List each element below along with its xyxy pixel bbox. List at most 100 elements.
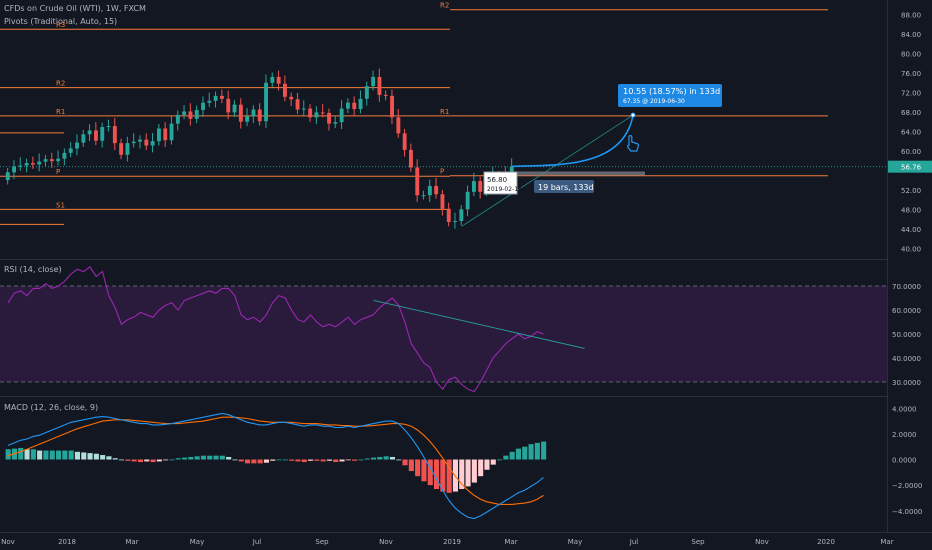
macd-axis-tick: −2.0000 (892, 482, 922, 490)
macd-histogram-bar (383, 456, 389, 460)
macd-histogram-bar (339, 459, 345, 462)
candle (276, 76, 281, 84)
macd-histogram-bar (30, 449, 36, 460)
macd-histogram-bar (169, 459, 175, 461)
price-axis-tick: 64.00 (901, 128, 921, 136)
pivot-label: R1 (440, 108, 449, 116)
macd-histogram-bar (396, 459, 402, 461)
trend-line (461, 114, 634, 227)
candle (251, 109, 256, 117)
macd-histogram-bar (137, 459, 143, 463)
macd-histogram-bar (301, 459, 307, 463)
macd-histogram-bar (371, 457, 377, 460)
projection-target-point (630, 112, 636, 118)
pivot-label: R1 (56, 108, 65, 116)
price-axis-tick: 52.00 (901, 187, 921, 195)
time-axis-label: 2019 (443, 538, 461, 546)
candle (18, 165, 23, 167)
macd-histogram-bar (24, 449, 30, 460)
macd-histogram-bar (232, 459, 238, 461)
rsi-trend-line (373, 299, 585, 349)
candle (459, 209, 464, 222)
rsi-axis-tick: 30.0000 (892, 379, 921, 387)
macd-histogram-bar (326, 459, 332, 461)
macd-histogram-bar (352, 459, 358, 461)
macd-histogram-bar (289, 459, 295, 461)
candle (100, 127, 105, 141)
candle (295, 99, 300, 110)
macd-axis-tick: −4.0000 (892, 508, 922, 516)
candle (87, 130, 92, 135)
macd-histogram-bar (314, 459, 320, 461)
macd-histogram-bar (402, 459, 408, 466)
candle (81, 134, 86, 143)
candle (150, 141, 155, 146)
candle (289, 96, 294, 100)
candle (308, 108, 313, 118)
macd-histogram-bar (226, 456, 232, 460)
candle (245, 116, 250, 122)
rsi-axis-tick: 70.0000 (892, 283, 921, 291)
macd-axis-tick: 2.0000 (892, 431, 917, 439)
macd-histogram-bar (119, 459, 125, 461)
macd-histogram-bar (87, 453, 93, 460)
candle (390, 95, 394, 118)
macd-histogram-bar (320, 459, 326, 462)
macd-histogram-bar (62, 450, 68, 460)
macd-histogram-bar (163, 459, 169, 461)
candle (62, 152, 67, 159)
time-axis-label: Sep (691, 538, 705, 546)
macd-axis-tick: 0.0000 (892, 457, 917, 465)
candle (509, 166, 514, 173)
candle (207, 100, 212, 103)
macd-histogram-bar (465, 459, 471, 487)
macd-histogram-bar (213, 455, 219, 460)
candle (402, 133, 407, 150)
macd-histogram-bar (484, 459, 490, 470)
candle (5, 172, 10, 181)
rsi-axis-tick: 50.0000 (892, 331, 921, 339)
candle (112, 126, 117, 144)
pivot-label: R2 (56, 80, 65, 88)
macd-histogram-bar (434, 459, 440, 489)
macd-histogram-bar (478, 459, 484, 477)
macd-histogram-bar (522, 446, 528, 460)
macd-histogram-bar (74, 451, 80, 460)
candle (264, 82, 268, 122)
bars-count-box (534, 180, 594, 193)
candle (144, 139, 149, 146)
price-axis-tick: 68.00 (901, 109, 921, 117)
candle (31, 163, 35, 165)
pivot-label: R3 (56, 21, 65, 29)
macd-histogram-bar (421, 459, 427, 482)
candle (346, 102, 350, 109)
candle (301, 108, 306, 110)
projection-curve (511, 114, 634, 168)
macd-histogram-bar (219, 455, 225, 460)
macd-histogram-bar (49, 450, 55, 460)
macd-histogram-bar (251, 459, 257, 464)
candle (213, 95, 218, 101)
candle (333, 122, 338, 124)
macd-histogram-bar (282, 459, 288, 461)
rsi-band (0, 286, 887, 382)
candle (220, 95, 224, 99)
candle (119, 143, 124, 155)
time-axis-label: Nov (1, 538, 15, 546)
macd-histogram-bar (100, 455, 106, 460)
candle (371, 76, 376, 87)
macd-histogram-bar (5, 449, 11, 460)
macd-histogram-bar (56, 450, 62, 460)
macd-histogram-bar (131, 459, 137, 462)
candle (201, 102, 205, 111)
pivot-label: P (56, 168, 60, 176)
time-axis-label: Nov (755, 538, 769, 546)
start-price-label: 56.80 (487, 176, 507, 184)
candle (43, 159, 48, 162)
macd-axis-tick: 4.0000 (892, 405, 917, 413)
candle (169, 123, 174, 141)
macd-histogram-bar (106, 456, 112, 460)
macd-histogram-bar (238, 459, 244, 462)
macd-histogram-bar (497, 459, 503, 461)
